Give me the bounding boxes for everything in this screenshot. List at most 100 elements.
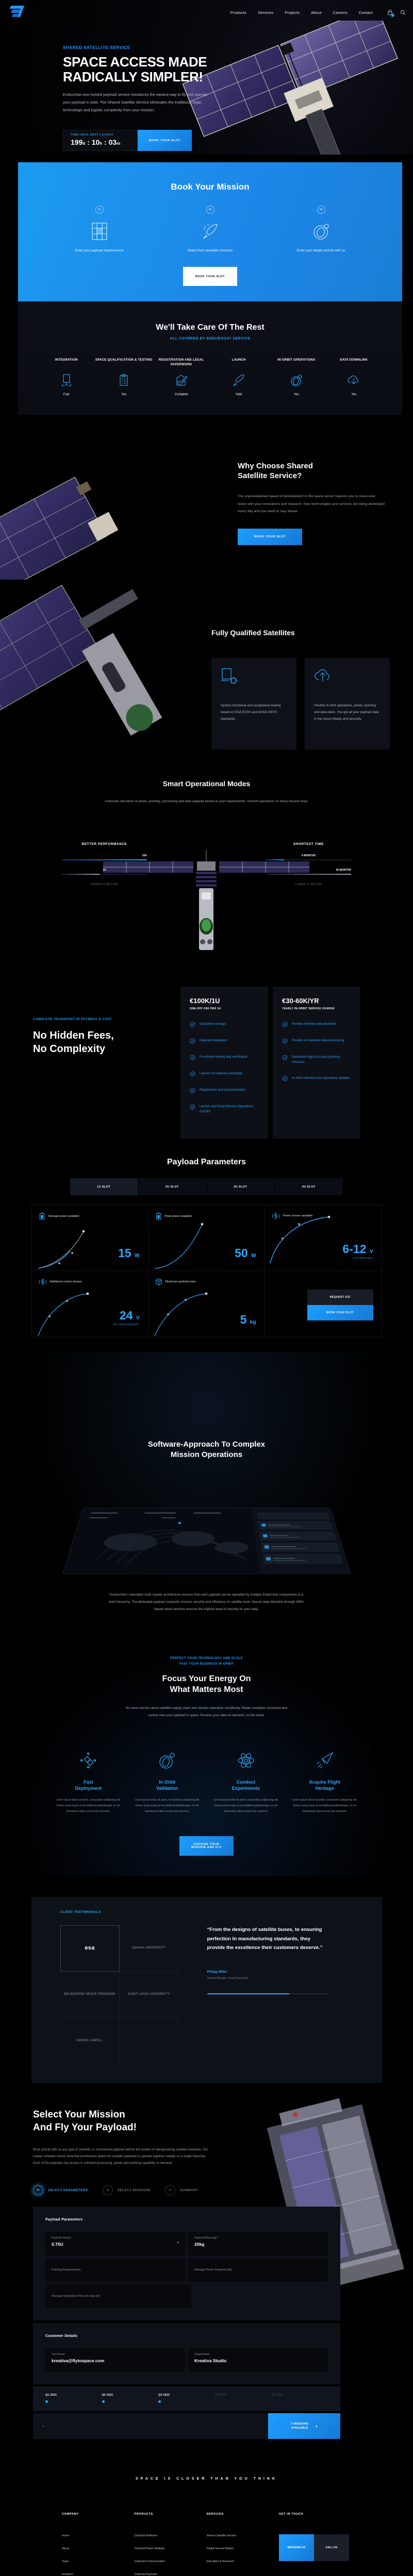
step-select-missions[interactable]: 02 SELECT MISSIONS <box>102 2185 151 2196</box>
param-curve-chart <box>269 1216 330 1264</box>
testimonial-author: Philipp Biller <box>207 1970 227 1974</box>
testimonials-body: esa Carleton UNIVERSITY MELBOURNE SPACE … <box>31 1925 382 2064</box>
software-title-line1: Software-Approach To Complex <box>147 1440 266 1449</box>
client-logo-carleton[interactable]: Carleton UNIVERSITY <box>119 1925 179 1972</box>
cart-icon[interactable]: 1 <box>387 9 394 17</box>
payload-parameters-title: Payload Parameters <box>167 1158 246 1166</box>
price-feature-label: Dedicated high-accuracy pointing session… <box>292 1055 340 1064</box>
care-heading: DATA DOWNLINK <box>340 359 368 362</box>
payload-book-slot-button[interactable]: BOOK YOUR SLOT <box>307 1305 373 1320</box>
quarter-item[interactable]: Q4 2022 <box>214 2394 226 2397</box>
search-icon[interactable] <box>400 10 406 15</box>
param-cell-average-power: Average power available 15 W <box>31 1205 148 1271</box>
payload-mass-input[interactable]: Payload Mass (kg) * 20kg <box>188 2232 328 2256</box>
step-text: Select from available missions <box>187 249 233 252</box>
why-choose-title: Why Choose Shared Satellite Service? <box>238 461 385 481</box>
message-us-button[interactable]: MESSAGE US <box>278 2534 314 2562</box>
quarter-item[interactable]: Q3 2022 <box>158 2394 215 2403</box>
endurosat-logo[interactable] <box>8 4 27 21</box>
testimonial-progress[interactable] <box>207 1993 328 1995</box>
nav-item-contact[interactable]: Contact <box>358 10 373 15</box>
pricing-title-line2: No Complexity <box>33 1043 106 1055</box>
footer-link[interactable]: CubeSat Communication <box>134 2560 166 2564</box>
countdown-value: 199d : 10h : 03m <box>71 138 121 146</box>
hero-book-slot-button[interactable]: BOOK YOUR SLOT <box>138 130 192 151</box>
nav-item-projects[interactable]: Projects <box>285 10 300 15</box>
step-number: 02 <box>102 2185 113 2196</box>
device-settings-icon <box>221 668 287 688</box>
footer-link[interactable]: CubeSat Platforms <box>134 2534 158 2538</box>
site-header: Products Services Projects About Careers… <box>0 0 413 25</box>
footer-link[interactable]: CubeSat Payloads <box>134 2573 157 2576</box>
step-number: 03 <box>317 206 325 214</box>
hero-title: SPACE ACCESS MADE RADICALLY SIMPLER! <box>63 54 212 84</box>
why-title-line1: Why Choose Shared <box>238 462 313 470</box>
quarter-item[interactable]: Q1 2023 <box>271 2394 283 2397</box>
footer-link[interactable]: Team <box>62 2560 69 2564</box>
price-card: €100K/1U ONE-OFF FEE PER 1U Operations d… <box>180 987 268 1139</box>
fully-qualified-cards: System functional and acceptance testing… <box>211 658 390 750</box>
nav-item-products[interactable]: Products <box>230 10 246 15</box>
quarter-item[interactable]: Q1 2021 <box>45 2394 102 2403</box>
request-icd-button[interactable]: REQUEST ICD <box>307 1290 373 1305</box>
nav-item-services[interactable]: Services <box>258 10 274 15</box>
organization-field[interactable]: Organization Kreativa Studio <box>188 2348 328 2372</box>
footer-link[interactable]: CubeSat Power Modules <box>134 2547 165 2551</box>
price-feature: Dedicated high-accuracy pointing session… <box>282 1055 351 1065</box>
payload-action-buttons: REQUEST ICD BOOK YOUR SLOT <box>307 1290 373 1320</box>
prev-button[interactable]: ‹ <box>42 2423 44 2429</box>
why-book-slot-button[interactable]: BOOK YOUR SLOT <box>238 529 302 546</box>
footer-link[interactable]: Shared Satellite Service <box>206 2534 237 2538</box>
tab-3u-slot[interactable]: 3U SLOT <box>206 1178 275 1195</box>
tab-2u-slot[interactable]: 2U SLOT <box>138 1178 207 1195</box>
client-logo-umass[interactable]: UMASS LOWELL <box>60 2018 120 2064</box>
focus-energy-section: PERFECT YOUR TECHNOLOGY AND SCALE FAST Y… <box>0 1633 413 1876</box>
footer-link[interactable]: About <box>62 2547 70 2551</box>
operations-time-input[interactable]: Average Operations Time per Day (H) <box>45 2284 191 2309</box>
price-feature: Launch and Early Mission Operations (LEO… <box>190 1104 259 1114</box>
footer-link[interactable]: Investors <box>62 2573 73 2576</box>
countdown-hours-unit: h <box>100 141 103 146</box>
client-logo-melbourne[interactable]: MELBOURNE SPACE PROGRAM <box>60 1971 120 2018</box>
footer-link[interactable]: Education & Research <box>206 2560 235 2564</box>
step-select-parameters[interactable]: 01 SELECT PARAMETERS <box>33 2185 88 2196</box>
care-item: SPACE QUALIFICATION & TESTING Yes <box>95 358 153 396</box>
fq-card: Flexible in-orbit operations, power, poi… <box>305 658 390 750</box>
nav-item-careers[interactable]: Careers <box>333 10 348 15</box>
care-heading: SPACE QUALIFICATION & TESTING <box>95 359 153 362</box>
pointing-requirements-input[interactable]: Pointing Requirements <box>45 2258 185 2282</box>
countdown-box: TIME UNTIL NEXT LAUNCH 199d : 10h : 03m <box>63 130 138 151</box>
care-item: INTEGRATION Fast <box>38 358 95 396</box>
step-summary[interactable]: 03 SUMMARY <box>165 2185 198 2196</box>
footer-link[interactable]: Digital Ground Station <box>206 2547 234 2551</box>
care-heading: REGISTRATION AND LEGAL PAPERWORK <box>158 359 204 366</box>
focus-eyebrow: PERFECT YOUR TECHNOLOGY AND SCALE FAST Y… <box>0 1655 413 1667</box>
tab-4u-slot[interactable]: 4U SLOT <box>275 1178 343 1195</box>
nav-item-about[interactable]: About <box>311 10 322 15</box>
book-mission-cta-button[interactable]: BOOK YOUR SLOT <box>183 267 237 286</box>
mission-paragraph: Book and fly with us any type of scienti… <box>33 2148 208 2165</box>
client-logo-saint-louis[interactable]: SAINT LOUIS UNIVERSITY <box>119 1971 179 2018</box>
client-logo-esa[interactable]: esa <box>60 1925 120 1972</box>
focus-feature-title: Acquire Flight Heritage <box>309 1779 340 1791</box>
payload-volume-select[interactable]: Payload Volume * 0.75U ▾ <box>45 2232 185 2256</box>
fq-card: System functional and acceptance testing… <box>211 658 296 750</box>
book-step: 03 Enter your details and fly with us <box>275 206 368 252</box>
mission-quarters-timeline: Q1 2021 Q2 2021 Q3 2022 Q4 2022 Q1 2023 <box>33 2386 340 2412</box>
deploy-arrows-icon <box>55 1750 122 1771</box>
tab-1u-slot[interactable]: 1U SLOT <box>70 1178 138 1195</box>
quarter-item[interactable]: Q2 2021 <box>102 2394 159 2403</box>
check-circle-icon <box>282 1055 288 1060</box>
price-feature: Registration and documentation <box>190 1088 259 1093</box>
footer-link[interactable]: Home <box>62 2534 70 2538</box>
average-power-input[interactable]: Average Power Required (W) <box>188 2258 328 2282</box>
choose-mission-button[interactable]: CHOOSE YOUR MISSION AND FLY <box>179 1836 234 1856</box>
missions-available-next-button[interactable]: 3 MISSIONS AVAILABLE › <box>268 2413 340 2439</box>
care-value: Fast <box>63 393 70 396</box>
email-field[interactable]: Your Email kreativa@flytospace.com <box>45 2348 185 2372</box>
call-us-button[interactable]: CALL US <box>313 2534 349 2562</box>
care-heading: INTEGRATION <box>55 359 78 362</box>
focus-feature-text: Lorem ipsum dolor sit amet, consectetur … <box>134 1799 200 1813</box>
paper-plane-icon <box>291 1750 358 1771</box>
